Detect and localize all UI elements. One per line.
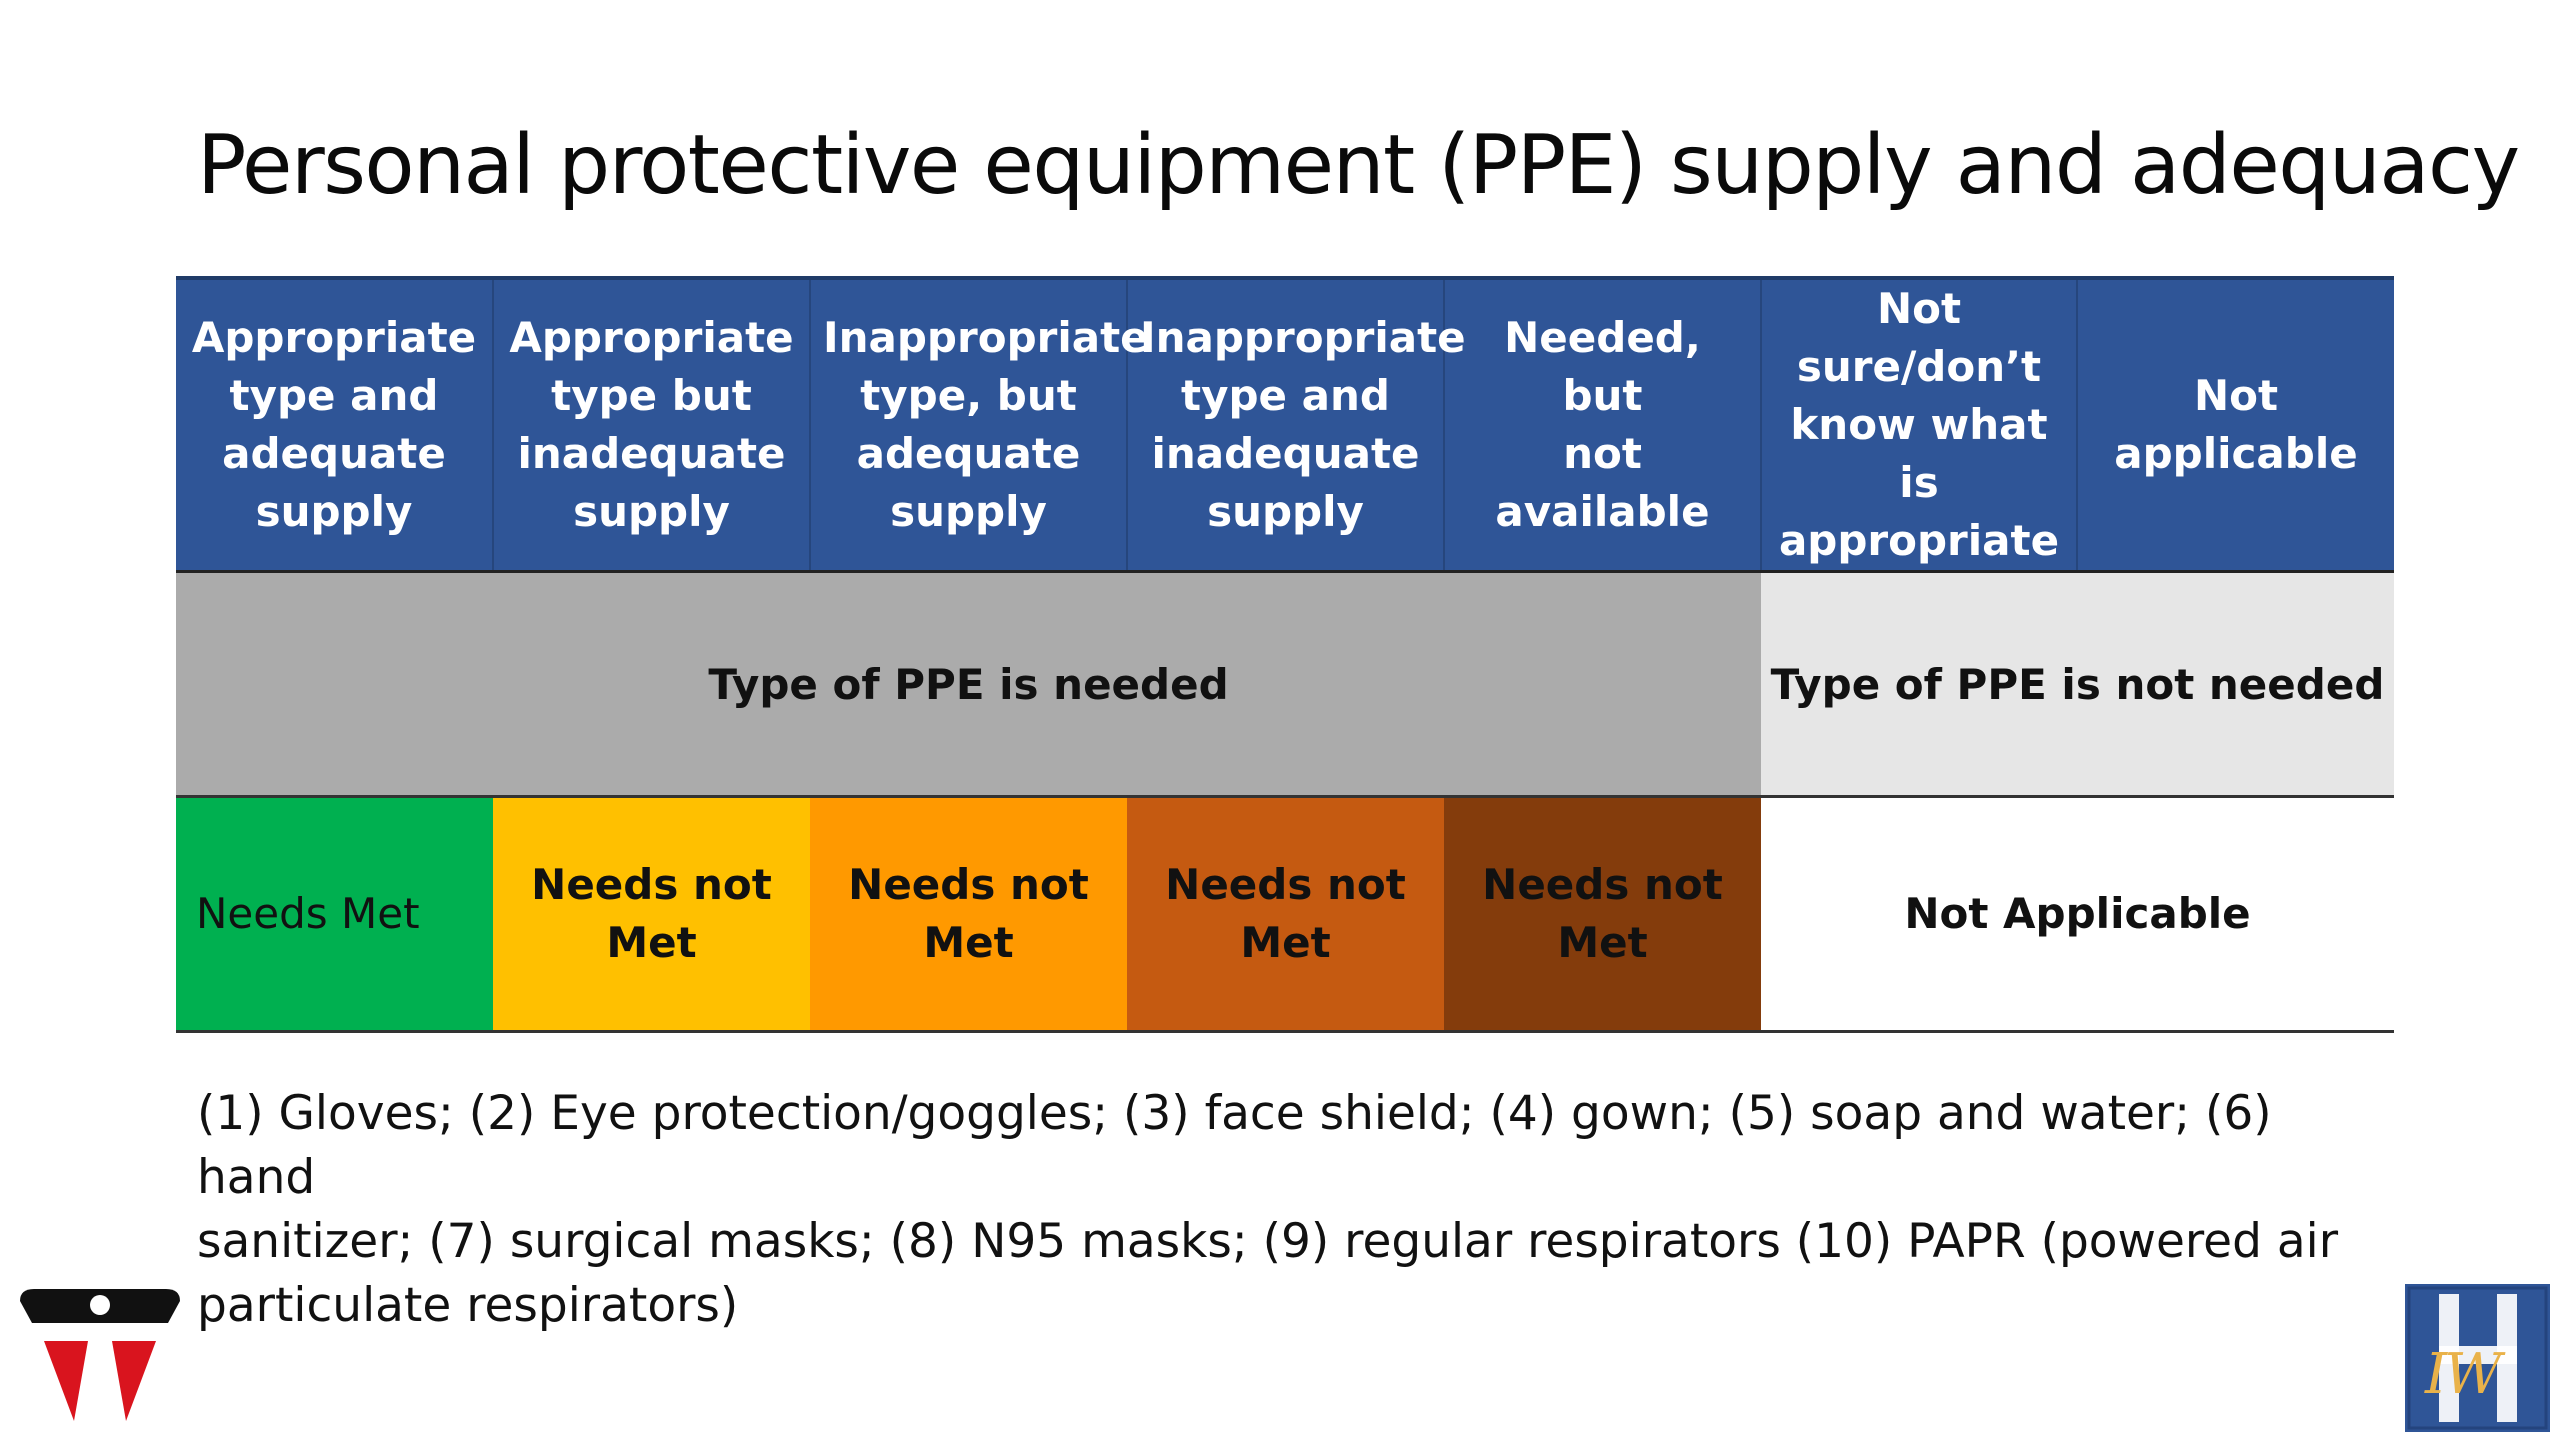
need-row: Type of PPE is needed Type of PPE is not… (176, 570, 2394, 797)
header-cell: Inappropriate type and inadequate supply (1126, 276, 1466, 572)
header-cell: Appropriate type but inadequate supply (492, 276, 810, 572)
header-cell: Appropriate type and adequate supply (176, 276, 493, 572)
needs-not-met-cell: Needs not Met (1127, 795, 1444, 1033)
header-cell: Needed, but not available (1443, 276, 1761, 572)
header-cell: Inappropriate type, but adequate supply (809, 276, 1149, 572)
needs-not-met-cell: Needs not Met (810, 795, 1127, 1033)
header-row: Appropriate type and adequate supply App… (176, 276, 2394, 572)
needed-cell: Type of PPE is needed (176, 570, 1761, 797)
header-cell: Not sure/don’t know what is appropriate (1760, 276, 2077, 572)
needs-not-met-cell: Needs not Met (1444, 795, 1761, 1033)
ppe-footnote: (1) Gloves; (2) Eye protection/goggles; … (197, 1086, 2339, 1333)
not-applicable-cell: Not Applicable (1761, 795, 2394, 1033)
status-row: Needs Met Needs not Met Needs not Met Ne… (176, 795, 2394, 1033)
red-black-shield-logo (16, 1283, 184, 1433)
not-needed-cell: Type of PPE is not needed (1761, 570, 2394, 797)
needs-met-cell: Needs Met (176, 795, 493, 1033)
iwh-mark-text: IW (2425, 1342, 2502, 1407)
header-cell: Not applicable (2076, 276, 2394, 572)
slide-title: Personal protective equipment (PPE) supp… (197, 118, 2520, 213)
needs-not-met-cell: Needs not Met (493, 795, 810, 1033)
ppe-table: Appropriate type and adequate supply App… (176, 276, 2394, 1033)
iwh-logo: IW (2405, 1284, 2550, 1432)
